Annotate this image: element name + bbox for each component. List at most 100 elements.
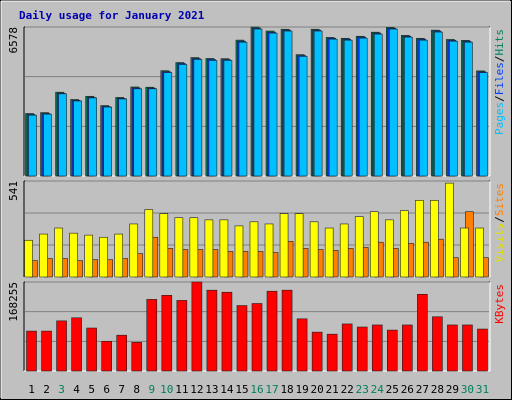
bar <box>404 36 413 177</box>
bar <box>283 30 293 177</box>
x-tick-label: 2 <box>43 383 50 396</box>
bar <box>249 221 259 278</box>
x-tick-label: 24 <box>371 383 385 396</box>
bar <box>116 334 128 372</box>
legend-separator: / <box>493 56 506 63</box>
x-tick-label: 20 <box>311 383 324 396</box>
bar <box>434 31 443 177</box>
bar <box>146 299 158 372</box>
bar <box>71 317 82 372</box>
bar <box>69 232 78 278</box>
bar <box>56 320 67 372</box>
legend-entry: Pages <box>493 102 506 135</box>
bar <box>208 60 218 177</box>
bar <box>118 98 128 177</box>
bar <box>236 305 248 372</box>
bar <box>369 211 379 278</box>
bar <box>43 113 52 177</box>
bar <box>296 318 308 372</box>
bar <box>356 326 368 372</box>
bar <box>129 223 139 278</box>
bar <box>189 217 199 278</box>
x-tick-label: 5 <box>88 383 95 396</box>
bar <box>251 303 263 372</box>
legend: Pages/Files/Hits <box>493 29 506 135</box>
bar <box>84 234 93 278</box>
x-tick-label: 16 <box>250 383 263 396</box>
x-tick-label: 28 <box>431 383 444 396</box>
bar <box>449 40 458 177</box>
bar <box>430 200 439 278</box>
bar <box>311 331 323 372</box>
x-tick-label: 3 <box>58 383 65 396</box>
bar <box>373 33 383 177</box>
x-tick-label: 11 <box>175 383 188 396</box>
bar <box>328 38 338 177</box>
bar <box>479 72 488 177</box>
x-tick-label: 27 <box>416 383 429 396</box>
bar <box>174 217 184 278</box>
bar <box>447 324 458 372</box>
bar <box>402 324 413 372</box>
legend-entry: Hits <box>493 29 506 56</box>
bar <box>264 223 274 278</box>
bar <box>475 227 484 278</box>
x-tick-label: 1 <box>28 383 35 396</box>
bar <box>419 39 428 177</box>
bar <box>417 293 428 372</box>
y-tick-label: 6578 <box>7 27 20 54</box>
bar <box>268 32 278 177</box>
bar <box>88 97 97 177</box>
bar <box>161 294 173 372</box>
bar <box>131 342 143 372</box>
chart-title: Daily usage for January 2021 <box>19 9 205 22</box>
bar <box>26 330 37 372</box>
bar <box>219 219 229 278</box>
x-tick-label: 15 <box>235 383 248 396</box>
bar <box>176 300 188 372</box>
x-tick-label: 31 <box>476 383 489 396</box>
bar <box>238 41 248 177</box>
legend: Visits/Sites <box>493 183 506 263</box>
bar <box>206 289 218 372</box>
y-tick-label: 541 <box>7 181 20 201</box>
bar <box>266 290 278 372</box>
bar <box>358 37 368 177</box>
x-tick-label: 30 <box>461 383 474 396</box>
x-tick-label: 9 <box>148 383 155 396</box>
bar <box>339 223 349 278</box>
bar <box>445 182 454 278</box>
bar <box>191 281 203 372</box>
bar <box>326 333 338 372</box>
x-tick-label: 10 <box>160 383 173 396</box>
bar <box>253 28 263 177</box>
bar <box>298 56 308 177</box>
legend-entry: Visits <box>493 223 506 263</box>
bar <box>99 236 108 278</box>
bar <box>400 210 409 278</box>
bar <box>460 227 469 278</box>
bar <box>384 219 394 278</box>
x-tick-label: 12 <box>190 383 203 396</box>
bar <box>221 291 233 372</box>
bar <box>41 330 52 372</box>
x-tick-label: 18 <box>280 383 293 396</box>
bar <box>313 30 323 177</box>
bar <box>193 59 203 177</box>
bar <box>294 213 304 278</box>
bar <box>388 28 398 177</box>
bar <box>234 225 244 278</box>
x-tick-label: 22 <box>341 383 354 396</box>
x-tick-label: 4 <box>73 383 80 396</box>
bar <box>432 316 443 372</box>
bar <box>415 200 424 278</box>
x-tick-label: 17 <box>265 383 278 396</box>
legend-entry: KBytes <box>493 284 506 324</box>
bar <box>103 106 112 177</box>
x-tick-label: 21 <box>326 383 339 396</box>
legend-entry: Sites <box>493 183 506 216</box>
x-tick-label: 8 <box>133 383 140 396</box>
bar <box>73 100 82 177</box>
bar <box>279 213 289 278</box>
bar <box>281 289 293 372</box>
